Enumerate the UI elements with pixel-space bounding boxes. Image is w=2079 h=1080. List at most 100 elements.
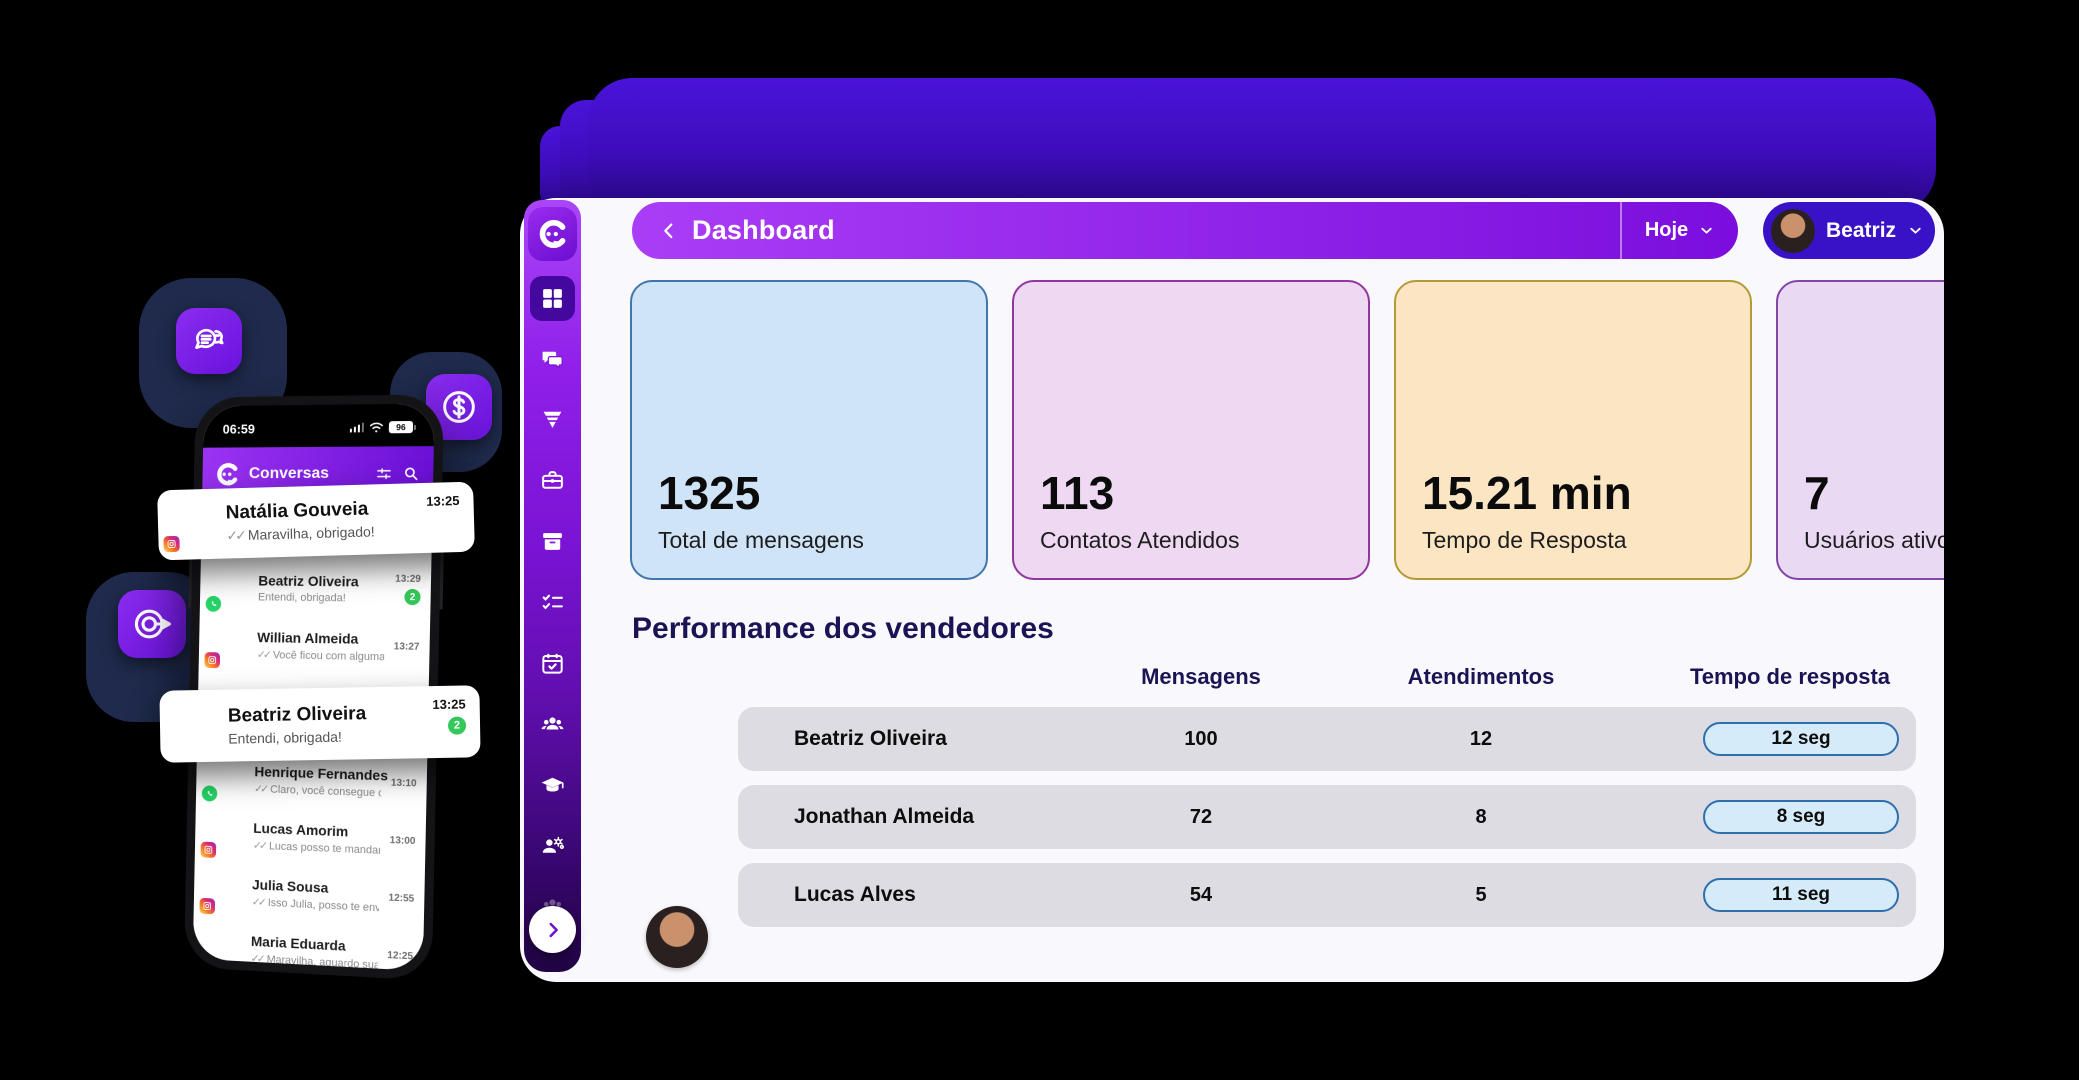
seller-name: Lucas Alves (794, 883, 916, 906)
user-gear-icon (542, 836, 565, 853)
phone-mockup: 06:59 96 (183, 394, 445, 981)
table-row[interactable]: Lucas Alves 54 5 11 seg (738, 863, 1916, 927)
stat-label: Usuários ativos (1804, 527, 1944, 553)
unread-badge: 2 (404, 588, 421, 606)
message-time: 13:10 (390, 777, 417, 790)
notification-card[interactable]: Beatriz Oliveira Entendi, obrigada! 13:2… (159, 685, 481, 763)
clock: 06:59 (222, 421, 256, 437)
avatar (1771, 208, 1815, 253)
chat-icon (542, 351, 563, 369)
user-menu-name: Beatriz (1826, 218, 1897, 242)
page-title: Dashboard (692, 215, 835, 245)
dashboard-panel: Dashboard Hoje Beatriz 1325 Total de men… (520, 198, 1944, 982)
contact-name: Natália Gouveia (225, 498, 369, 524)
search-icon[interactable] (402, 464, 421, 482)
graduation-cap-icon (541, 777, 564, 792)
period-selector[interactable]: Hoje (1622, 219, 1738, 242)
contact-name: Lucas Amorim (253, 819, 349, 839)
dollar-coin-icon (443, 391, 475, 423)
last-message: Entendi, obrigada! (228, 728, 342, 747)
phone-status-bar: 06:59 96 (203, 403, 435, 448)
last-message: Claro, você consegue controlar... (254, 782, 382, 799)
instagram-icon (199, 897, 216, 914)
back-chevron-icon[interactable] (658, 220, 680, 242)
target-badge (118, 590, 186, 658)
cloud-shape (588, 78, 1936, 213)
notification-card[interactable]: Natália Gouveia Maravilha, obrigado! 13:… (157, 481, 475, 561)
conversation-item[interactable]: Beatriz Oliveira Entendi, obrigada! 13:2… (200, 559, 432, 618)
contact-name: Willian Almeida (257, 628, 359, 647)
message-time: 13:25 (432, 696, 466, 713)
last-message: Lucas posso te mandar mais... (253, 838, 381, 857)
stat-card-usuarios-ativos: 7 Usuários ativos (1776, 280, 1944, 580)
tempo-badge: 8 seg (1703, 800, 1899, 834)
phone-app-title: Conversas (248, 464, 330, 483)
sidebar-item-treinamento[interactable] (524, 773, 581, 798)
phone-screen: 06:59 96 (192, 403, 435, 972)
stat-value: 113 (1040, 467, 1115, 520)
stat-label: Tempo de Resposta (1422, 527, 1627, 553)
table-row[interactable]: Jonathan Almeida 72 8 8 seg (738, 785, 1916, 849)
chevron-down-icon (1698, 222, 1715, 239)
last-message: Maravilha, aguardo suas info... (250, 951, 378, 971)
stat-card-total-mensagens: 1325 Total de mensagens (630, 280, 988, 580)
chevron-right-icon (548, 922, 558, 937)
sidebar-item-conversas[interactable] (524, 346, 581, 371)
c-chat-logo-icon (539, 220, 565, 249)
stat-value: 15.21 min (1422, 467, 1632, 520)
stat-value: 7 (1804, 467, 1830, 520)
checklist-icon (542, 594, 563, 610)
table-row[interactable]: Beatriz Oliveira 100 12 12 seg (738, 707, 1916, 771)
mensagens-value: 54 (1189, 884, 1213, 906)
chevron-down-icon (1907, 222, 1924, 239)
sidebar-item-admin[interactable] (524, 834, 581, 859)
contact-name: Beatriz Oliveira (227, 702, 367, 727)
stat-card-contatos-atendidos: 113 Contatos Atendidos (1012, 280, 1370, 580)
column-header-mensagens: Mensagens (1141, 664, 1261, 689)
seller-name: Beatriz Oliveira (794, 727, 947, 750)
grid-icon (543, 289, 562, 308)
period-selector-label: Hoje (1644, 219, 1689, 241)
contact-name: Henrique Fernandes (254, 762, 389, 783)
column-header-atendimentos: Atendimentos (1407, 664, 1555, 689)
sidebar-item-dashboard[interactable] (530, 276, 575, 321)
sidebar-item-equipes[interactable] (524, 712, 581, 737)
conversation-item[interactable]: Willian Almeida Você ficou com alguma dú… (199, 615, 431, 676)
filter-sliders-icon[interactable] (375, 465, 393, 483)
funnel-icon (543, 411, 562, 428)
users-group-icon (541, 717, 564, 730)
message-time: 12:25 (387, 949, 414, 963)
conversation-item[interactable]: Lucas Amorim Lucas posso te mandar mais.… (195, 805, 426, 871)
sidebar-expand-button[interactable] (529, 906, 576, 953)
message-time: 13:25 (426, 492, 460, 509)
atendimentos-value: 8 (1475, 806, 1487, 828)
user-menu[interactable]: Beatriz (1763, 202, 1935, 259)
atendimentos-value: 5 (1475, 884, 1487, 906)
chat-bubbles-badge (176, 308, 242, 374)
stat-cards-row: 1325 Total de mensagens 113 Contatos Ate… (630, 280, 1944, 580)
sidebar-item-negocios[interactable] (524, 468, 581, 493)
last-message: Você ficou com alguma dúvida? (257, 648, 385, 663)
chat-bubbles-icon (195, 328, 224, 349)
sidebar-item-funil[interactable] (524, 407, 581, 432)
sidebar-nav (524, 200, 581, 972)
battery-icon: 96 (388, 420, 414, 434)
seller-name: Jonathan Almeida (794, 805, 975, 828)
sidebar-item-agenda[interactable] (524, 651, 581, 676)
message-time: 13:29 (395, 573, 422, 586)
sidebar-item-tarefas[interactable] (524, 590, 581, 615)
unread-badge: 2 (447, 716, 467, 735)
calendar-check-icon (542, 653, 563, 674)
instagram-icon (200, 841, 217, 858)
message-time: 13:27 (393, 641, 420, 653)
stat-value: 1325 (658, 467, 761, 520)
instagram-icon (198, 953, 214, 971)
signal-icon (349, 422, 364, 433)
section-title: Performance dos vendedores (632, 612, 1054, 645)
whatsapp-icon (205, 595, 222, 612)
target-arrow-icon (134, 609, 171, 639)
sidebar-item-arquivo[interactable] (524, 529, 581, 554)
app-logo[interactable] (528, 207, 577, 261)
mensagens-value: 100 (1184, 728, 1218, 750)
message-time: 13:00 (389, 835, 416, 848)
